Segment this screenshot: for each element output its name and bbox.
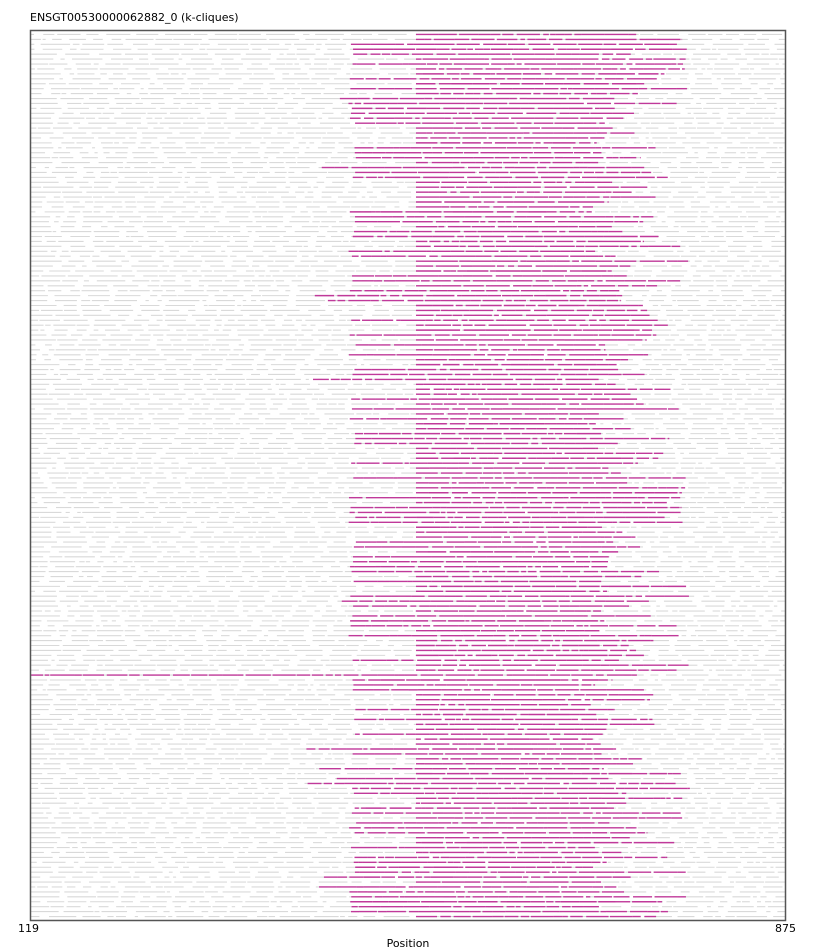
chart-title: ENSGT00530000062882_0 (k-cliques)	[30, 11, 239, 24]
background-alignment-rows	[31, 33, 785, 918]
